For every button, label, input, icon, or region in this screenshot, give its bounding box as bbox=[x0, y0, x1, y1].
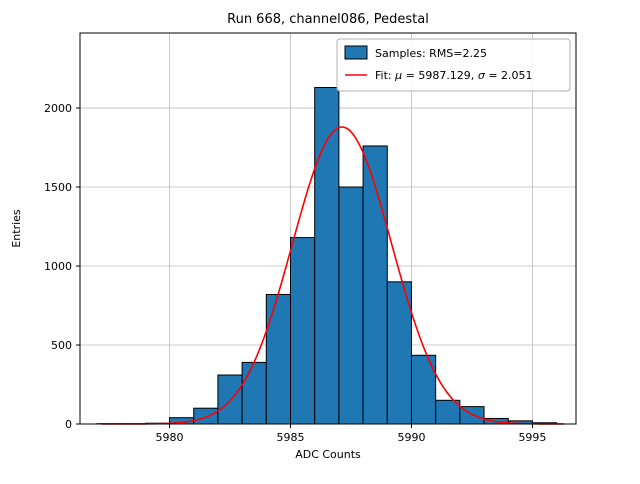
y-tick-label: 1500 bbox=[44, 181, 72, 194]
x-tick-label: 5985 bbox=[276, 431, 304, 444]
histogram-bar bbox=[291, 238, 315, 424]
y-tick-label: 0 bbox=[65, 418, 72, 431]
histogram-bar bbox=[315, 88, 339, 425]
histogram-bar bbox=[266, 294, 290, 424]
histogram-bar bbox=[218, 375, 242, 424]
histogram-bar bbox=[339, 187, 363, 424]
histogram-bar bbox=[242, 362, 266, 424]
y-tick-label: 500 bbox=[51, 339, 72, 352]
legend-fit-label: Fit: μ = 5987.129, σ = 2.051 bbox=[375, 69, 533, 82]
y-axis-label: Entries bbox=[10, 209, 23, 248]
histogram-bar bbox=[194, 408, 218, 424]
x-tick-label: 5995 bbox=[518, 431, 546, 444]
legend-samples-label: Samples: RMS=2.25 bbox=[375, 47, 487, 60]
legend: Samples: RMS=2.25 Fit: μ = 5987.129, σ = … bbox=[337, 39, 570, 91]
chart-title: Run 668, channel086, Pedestal bbox=[227, 12, 429, 27]
y-tick-label: 1000 bbox=[44, 260, 72, 273]
x-tick-label: 5990 bbox=[397, 431, 425, 444]
y-tick-label: 2000 bbox=[44, 102, 72, 115]
x-tick-label: 5980 bbox=[156, 431, 184, 444]
legend-samples-patch-icon bbox=[345, 46, 367, 59]
x-axis-label: ADC Counts bbox=[295, 448, 361, 461]
